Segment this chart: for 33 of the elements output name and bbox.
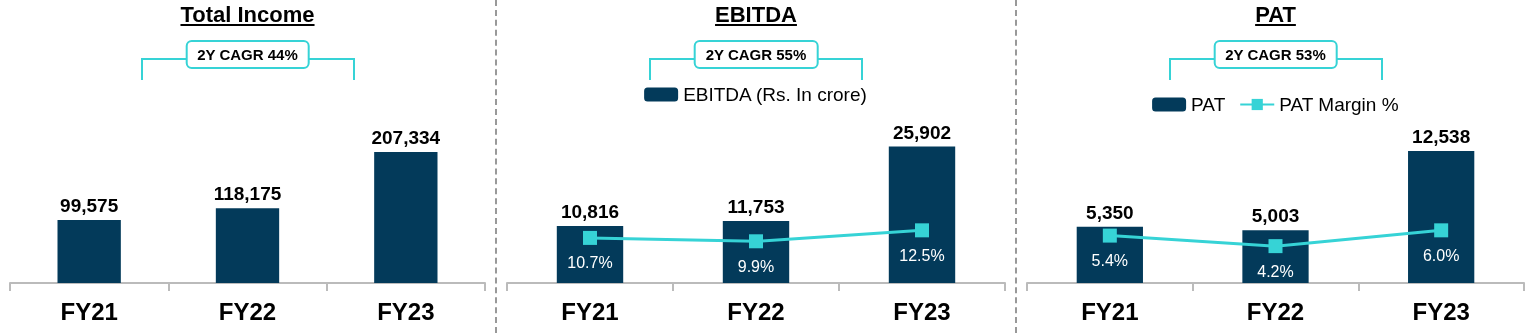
legend-label: PAT Margin % — [1279, 94, 1399, 115]
data-label: 25,902 — [892, 121, 952, 143]
chart-title: EBITDA — [715, 2, 797, 27]
data-label: 11,753 — [727, 196, 785, 218]
chart-title: Total Income — [180, 2, 315, 27]
data-label: 6.0% — [1422, 246, 1460, 264]
x-tick-label: FY23 — [377, 297, 435, 325]
x-tick-label: FY22 — [727, 297, 785, 325]
data-label: 118,175 — [213, 183, 282, 205]
data-label: 207,334 — [371, 126, 441, 148]
data-label: 10.7% — [567, 254, 613, 272]
x-tick-label: FY23 — [893, 297, 951, 325]
data-label: 10,816 — [560, 201, 620, 223]
data-label: 5,003 — [1251, 205, 1300, 227]
data-label: 9.9% — [737, 257, 775, 275]
x-tick-label: FY21 — [1081, 297, 1139, 325]
legend-label: EBITDA (Rs. In crore) — [683, 84, 867, 105]
data-label: 99,575 — [60, 195, 119, 217]
data-label: 5,350 — [1086, 201, 1134, 223]
legend-label: PAT — [1191, 94, 1226, 115]
data-label: 12,538 — [1412, 125, 1471, 147]
text: 2Y CAGR 53% — [1213, 40, 1338, 69]
data-label: 4.2% — [1257, 262, 1294, 280]
chart-title: PAT — [1255, 2, 1296, 27]
x-tick-label: FY22 — [218, 297, 277, 325]
x-tick-label: FY22 — [1246, 297, 1305, 325]
x-tick-label: FY21 — [60, 297, 118, 325]
x-tick-label: FY23 — [1412, 297, 1470, 325]
data-label: 12.5% — [899, 246, 945, 264]
text: 2Y CAGR 44% — [185, 40, 310, 69]
text: 2Y CAGR 55% — [693, 40, 819, 69]
x-tick-label: FY21 — [561, 297, 619, 325]
data-label: 5.4% — [1091, 252, 1129, 270]
